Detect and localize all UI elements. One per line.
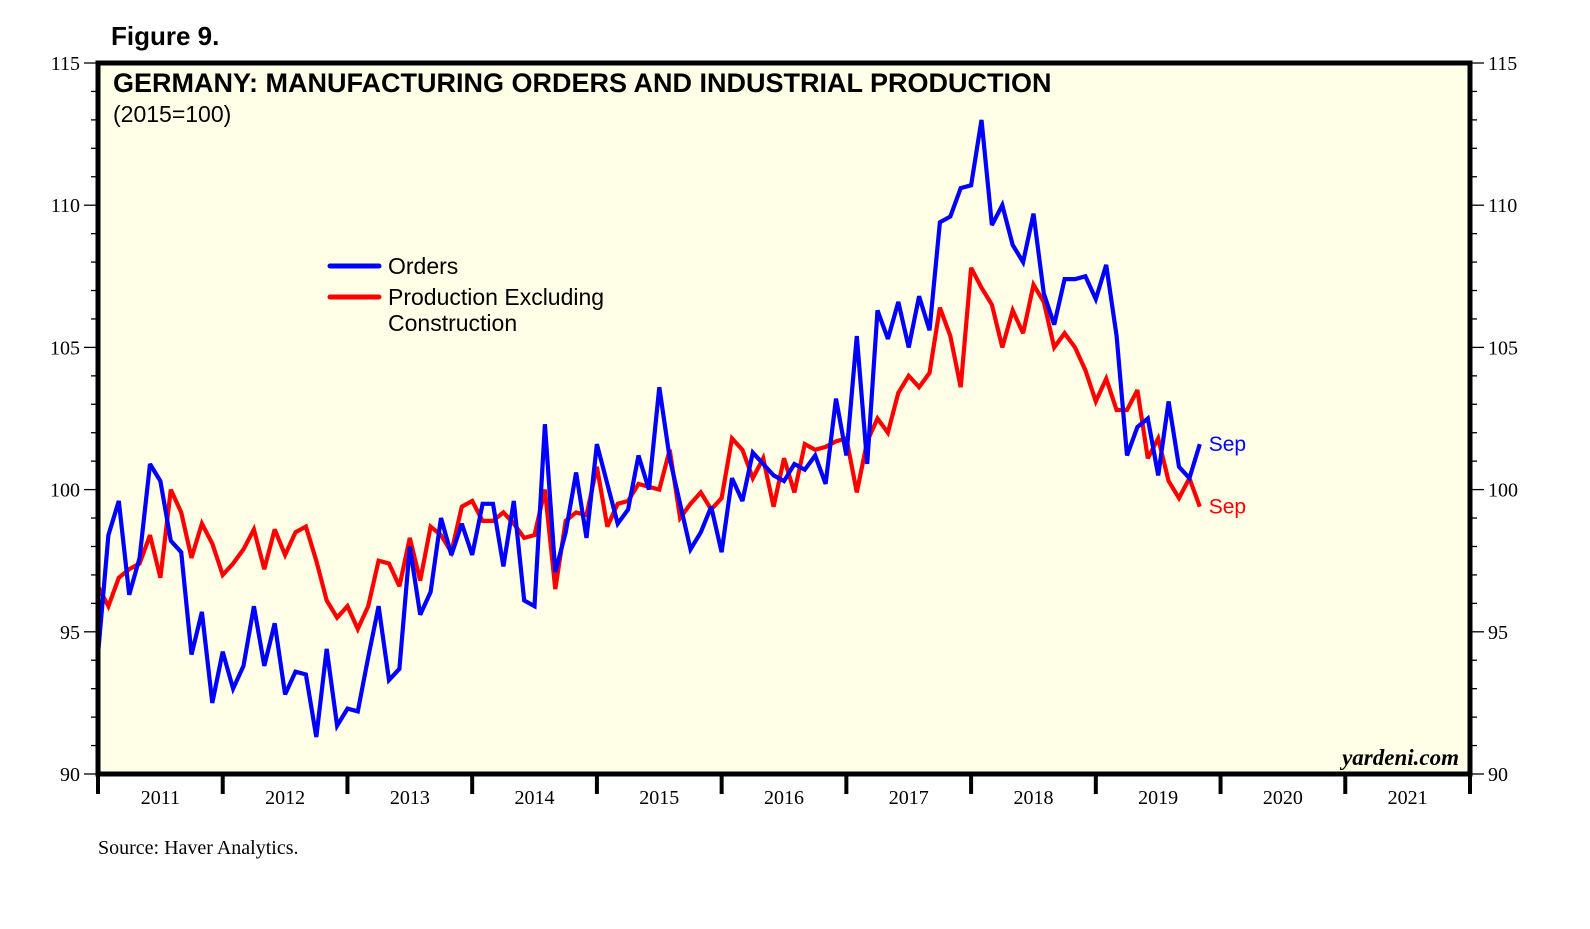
left-y-axis: 90 95 100 105 110 115 xyxy=(50,53,98,786)
left-tick-label: 95 xyxy=(60,622,80,644)
x-tick-label: 2011 xyxy=(141,787,180,809)
legend-production-label-line2: Construction xyxy=(388,310,517,336)
x-axis: 2011 2012 2013 2014 2015 2016 2017 2018 2019 2020… xyxy=(96,774,1472,809)
left-tick-label: 90 xyxy=(60,764,80,786)
left-tick-label: 115 xyxy=(51,53,80,75)
left-tick-label: 100 xyxy=(50,480,80,502)
figure-label: Figure 9. xyxy=(111,21,219,51)
series-layer: Sep Sep xyxy=(95,119,1246,738)
source-note: Source: Haver Analytics. xyxy=(98,837,299,859)
legend-production-label-line1: Production Excluding xyxy=(388,284,604,310)
x-tick-label: 2012 xyxy=(265,787,305,809)
plot-area xyxy=(98,63,1470,774)
orders-end-label: Sep xyxy=(1209,433,1246,456)
x-tick-label: 2019 xyxy=(1138,787,1178,809)
right-tick-label: 105 xyxy=(1488,337,1518,359)
production-end-label: Sep xyxy=(1209,496,1246,519)
x-tick-label: 2015 xyxy=(639,787,679,809)
right-tick-label: 115 xyxy=(1488,53,1517,75)
watermark: yardeni.com xyxy=(1339,745,1459,770)
x-tick-label: 2016 xyxy=(764,787,804,809)
left-tick-label: 105 xyxy=(50,337,80,359)
right-y-axis: 90 95 100 105 110 115 xyxy=(1470,53,1518,786)
x-tick-label: 2020 xyxy=(1263,787,1303,809)
right-tick-label: 110 xyxy=(1488,195,1517,217)
right-tick-label: 95 xyxy=(1488,622,1508,644)
x-tick-label: 2018 xyxy=(1013,787,1053,809)
orders-line xyxy=(95,119,1202,738)
x-tick-label: 2021 xyxy=(1388,787,1428,809)
chart-title: GERMANY: MANUFACTURING ORDERS AND INDUST… xyxy=(113,68,1052,98)
x-tick-label: 2017 xyxy=(889,787,929,809)
legend: Orders Production Excluding Construction xyxy=(327,253,610,336)
x-tick-label: 2014 xyxy=(515,787,555,809)
right-tick-label: 100 xyxy=(1488,480,1518,502)
x-tick-label: 2013 xyxy=(390,787,430,809)
chart-subtitle: (2015=100) xyxy=(113,101,231,127)
legend-production-label: Production Excluding Construction xyxy=(388,284,610,336)
legend-orders-label: Orders xyxy=(388,253,458,279)
right-tick-label: 90 xyxy=(1488,764,1508,786)
plot-frame xyxy=(95,60,1473,777)
left-tick-label: 110 xyxy=(51,195,80,217)
